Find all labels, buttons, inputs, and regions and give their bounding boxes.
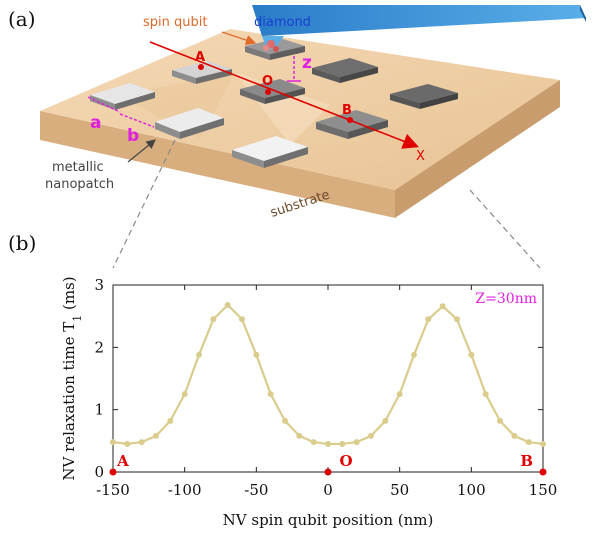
data-point (268, 391, 274, 397)
data-point (182, 391, 188, 397)
x-axis-title: NV spin qubit position (nm) (223, 511, 434, 529)
data-point (239, 316, 245, 322)
data-point (440, 303, 446, 309)
data-point (511, 433, 517, 439)
z-label: z (302, 53, 312, 73)
data-point (397, 391, 403, 397)
data-point (325, 441, 331, 447)
y-axis-title-unit: (ms) (60, 276, 78, 314)
x-tick-label: -100 (168, 481, 202, 499)
x-tick-label: -150 (96, 481, 130, 499)
y-tick-label: 3 (94, 276, 104, 294)
data-point (425, 316, 431, 322)
data-point (210, 316, 216, 322)
x-axis-label: X (416, 149, 425, 164)
data-point (139, 439, 145, 445)
point-O-label: O (262, 74, 273, 89)
panel-a-label: (a) (8, 7, 36, 31)
data-point (296, 433, 302, 439)
data-point (110, 439, 116, 445)
data-point (468, 352, 474, 358)
b-label: b (127, 126, 139, 146)
y-axis-title-main: NV relaxation time T (60, 322, 78, 481)
y-axis-title-sub: 1 (71, 315, 84, 322)
marker-label-A: A (116, 452, 129, 470)
y-axis-title: NV relaxation time T1 (ms) (60, 276, 84, 480)
data-point (540, 441, 546, 447)
x-tick-label: -50 (244, 481, 268, 499)
data-point (483, 391, 489, 397)
data-point (253, 352, 259, 358)
z-annotation: Z=30nm (475, 291, 537, 307)
marker-dot-O (325, 469, 332, 476)
panel-b-label: (b) (8, 231, 36, 255)
point-A-label: A (195, 50, 205, 65)
a-label: a (90, 113, 101, 133)
marker-label-B: B (520, 452, 533, 470)
diamond-label: diamond (254, 15, 311, 30)
data-point (225, 302, 231, 308)
relaxation-chart: -150 -100 -50 0 50 100 150 0 1 2 3 A O B Z=30nm NV spin… (60, 276, 557, 529)
data-point (382, 418, 388, 424)
data-point (124, 441, 130, 447)
data-point (339, 441, 345, 447)
data-point (167, 418, 173, 424)
data-point (354, 439, 360, 445)
data-point (282, 418, 288, 424)
zoom-connector-right (470, 190, 540, 268)
y-tick-label: 2 (94, 338, 104, 356)
data-point (311, 439, 317, 445)
data-point (497, 418, 503, 424)
data-point (454, 316, 460, 322)
point-O-dot (265, 89, 271, 95)
data-point (526, 439, 532, 445)
x-tick-label: 100 (457, 481, 486, 499)
substrate-slab (40, 29, 560, 218)
data-point (196, 352, 202, 358)
y-tick-label: 1 (94, 401, 104, 419)
metallic-label-line1: metallic (52, 160, 104, 175)
series-line (113, 305, 543, 444)
data-point (153, 433, 159, 439)
x-tick-label: 150 (529, 481, 558, 499)
metallic-label-line2: nanopatch (45, 177, 114, 192)
point-B-label: B (342, 103, 352, 118)
data-point (368, 433, 374, 439)
x-tick-label: 50 (390, 481, 409, 499)
marker-dot-A (110, 469, 117, 476)
marker-dot-B (540, 469, 547, 476)
y-tick-label: 0 (94, 463, 104, 481)
marker-label-O: O (339, 452, 352, 470)
spin-qubit-label: spin qubit (143, 15, 207, 30)
x-tick-label: 0 (323, 481, 333, 499)
data-point (411, 352, 417, 358)
